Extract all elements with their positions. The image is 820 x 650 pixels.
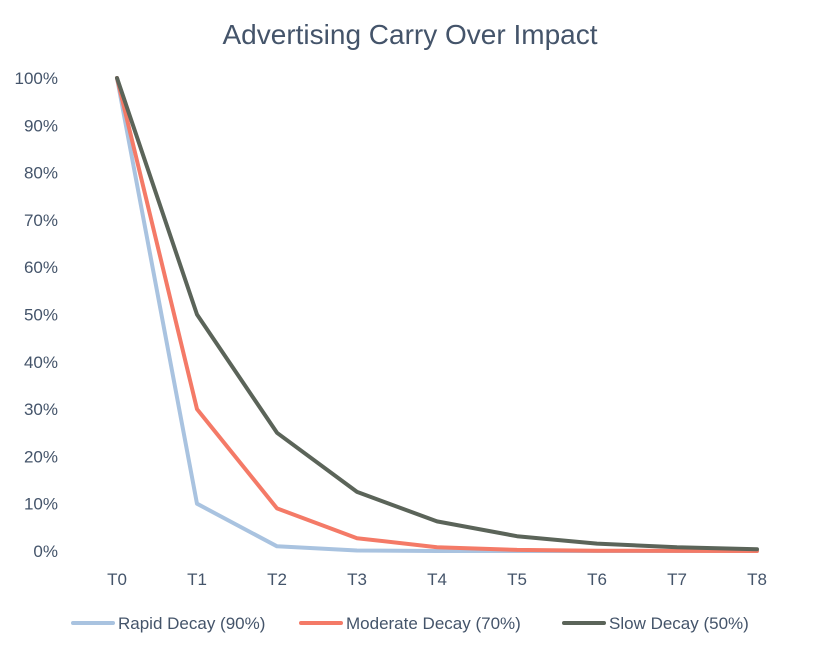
legend-label: Slow Decay (50%) xyxy=(609,614,749,633)
y-tick-label: 100% xyxy=(15,69,58,88)
series-line-3 xyxy=(115,76,759,552)
y-tick-label: 70% xyxy=(24,211,58,230)
x-tick-label: T3 xyxy=(347,570,367,589)
series-line-2 xyxy=(115,76,759,553)
y-axis: 0% 10% 20% 30% 40% 50% 60% 70% 80% 90% 100% xyxy=(15,69,58,561)
y-tick-label: 50% xyxy=(24,306,58,325)
x-axis: T0 T1 T2 T3 T4 T5 T6 T7 T8 xyxy=(107,570,767,589)
y-tick-label: 10% xyxy=(24,495,58,514)
series-layer xyxy=(115,76,759,553)
y-tick-label: 90% xyxy=(24,116,58,135)
y-tick-label: 60% xyxy=(24,258,58,277)
y-tick-label: 40% xyxy=(24,353,58,372)
x-tick-label: T4 xyxy=(427,570,447,589)
x-tick-label: T0 xyxy=(107,570,127,589)
x-tick-label: T2 xyxy=(267,570,287,589)
series-line-1 xyxy=(115,76,759,553)
x-tick-label: T7 xyxy=(667,570,687,589)
chart-title: Advertising Carry Over Impact xyxy=(223,19,598,50)
y-tick-label: 30% xyxy=(24,400,58,419)
x-tick-label: T6 xyxy=(587,570,607,589)
legend-label: Rapid Decay (90%) xyxy=(118,614,265,633)
legend: Rapid Decay (90%) Moderate Decay (70%) Slo… xyxy=(71,614,749,633)
legend-label: Moderate Decay (70%) xyxy=(346,614,521,633)
y-tick-label: 20% xyxy=(24,447,58,466)
y-tick-label: 0% xyxy=(33,542,58,561)
x-tick-label: T1 xyxy=(187,570,207,589)
x-tick-label: T5 xyxy=(507,570,527,589)
x-tick-label: T8 xyxy=(747,570,767,589)
y-tick-label: 80% xyxy=(24,164,58,183)
